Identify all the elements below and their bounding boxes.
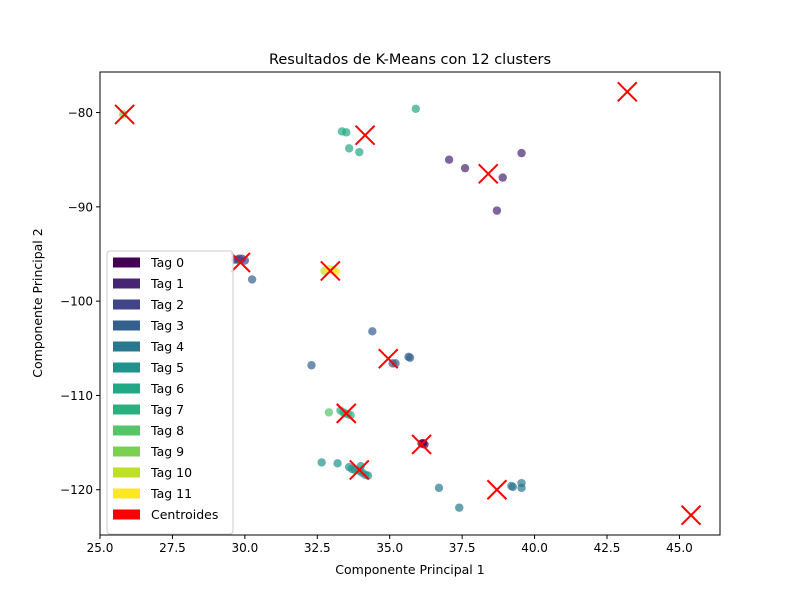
data-point-tag-5-0 [317, 458, 326, 467]
legend-label-1: Tag 1 [150, 276, 184, 291]
data-point-tag-6-4 [355, 147, 364, 157]
data-point-tag-4-0 [434, 483, 444, 493]
x-tick-label-6: 40.0 [521, 541, 548, 555]
x-tick-label-5: 37.5 [449, 541, 476, 555]
legend-swatch-5 [113, 362, 140, 373]
x-axis-label: Componente Principal 1 [335, 562, 484, 577]
data-point-tag-6-3 [344, 144, 354, 153]
data-point-tag-3-6 [405, 353, 415, 362]
legend-swatch-1 [113, 278, 140, 289]
data-point-tag-3-0 [247, 275, 257, 284]
centroid-marker-6 [378, 348, 399, 369]
x-tick-label-8: 45.0 [666, 541, 693, 555]
data-point-tag-6-0 [411, 104, 420, 113]
data-point-tag-4-3 [508, 482, 518, 492]
legend-label-3: Tag 3 [150, 318, 184, 333]
data-point-tag-6-2 [342, 128, 351, 137]
data-point-tag-3-4 [391, 359, 400, 368]
y-tick-label-2: −100 [60, 295, 93, 309]
centroid-marker-9 [349, 459, 370, 481]
legend-label-7: Tag 7 [150, 402, 184, 417]
data-point-tag-1-2 [498, 173, 507, 182]
x-tick-label-1: 27.5 [159, 541, 186, 555]
centroid-marker-3 [478, 163, 499, 185]
x-tick-label-3: 32.5 [304, 541, 331, 555]
legend-label-2: Tag 2 [150, 297, 184, 312]
legend-label-9: Tag 9 [150, 444, 184, 459]
legend-label-6: Tag 6 [150, 381, 184, 396]
centroid-marker-11 [680, 504, 702, 526]
legend-swatch-2 [113, 299, 140, 310]
centroid-marker-8 [411, 434, 432, 455]
x-tick-label-2: 30.0 [232, 541, 259, 555]
data-point-tag-5-1 [333, 459, 342, 468]
legend: Tag 0 Tag 1 Tag 2 Tag 3 Tag 4 Tag 5 Tag 6 Tag 7… [106, 250, 234, 535]
legend-swatch-6 [113, 383, 140, 394]
y-axis: −80 −90 −100 −110 −120 [60, 106, 100, 497]
centroid-marker-1 [617, 81, 638, 103]
data-point-tag-8-0 [324, 408, 334, 417]
x-tick-label-7: 42.5 [594, 541, 621, 555]
centroid-markers [114, 81, 702, 526]
y-tick-label-4: −120 [60, 483, 93, 497]
legend-swatch-12 [113, 509, 140, 520]
data-point-tag-7-3 [346, 411, 355, 420]
data-point-tag-1-3 [517, 148, 526, 158]
y-tick-label-0: −80 [68, 106, 93, 120]
y-tick-label-1: −90 [68, 200, 93, 214]
legend-label-8: Tag 8 [150, 423, 184, 438]
data-point-tag-4-1 [455, 503, 464, 512]
data-point-tag-3-1 [307, 361, 316, 370]
legend-label-4: Tag 4 [150, 339, 184, 354]
legend-label-10: Tag 10 [150, 465, 192, 480]
legend-swatch-4 [113, 341, 140, 352]
legend-label-11: Tag 11 [150, 486, 192, 501]
data-point-tag-5-8 [344, 462, 354, 472]
legend-swatch-7 [113, 404, 140, 415]
legend-label-0: Tag 0 [150, 255, 184, 270]
data-point-tag-4-5 [517, 478, 526, 488]
legend-label-12: Centroides [151, 507, 218, 522]
centroid-marker-7 [336, 403, 357, 424]
centroid-marker-4 [230, 252, 251, 273]
data-point-tag-2-3 [240, 256, 250, 265]
data-point-tag-1-4 [492, 206, 502, 215]
legend-swatch-9 [113, 446, 140, 457]
y-axis-label: Componente Principal 2 [30, 228, 45, 377]
legend-swatch-8 [113, 425, 140, 436]
x-tick-label-0: 25.0 [87, 541, 114, 555]
centroid-marker-10 [486, 479, 508, 500]
x-tick-label-4: 35.0 [376, 541, 403, 555]
legend-swatch-0 [113, 257, 140, 268]
legend-label-5: Tag 5 [150, 360, 184, 375]
legend-swatch-10 [113, 467, 140, 478]
legend-swatch-11 [113, 488, 140, 499]
chart-title: Resultados de K-Means con 12 clusters [269, 52, 551, 68]
centroid-marker-0 [114, 104, 135, 125]
y-tick-label-3: −110 [60, 389, 93, 403]
data-point-tag-3-2 [368, 327, 377, 336]
data-point-tag-9-0 [118, 110, 128, 119]
legend-swatch-3 [113, 320, 140, 331]
centroid-marker-5 [320, 260, 341, 282]
data-points [118, 104, 526, 512]
centroid-marker-2 [354, 124, 376, 146]
x-axis: 25.0 27.5 30.0 32.5 35.0 37.5 40.0 42.5 45.0 [87, 535, 693, 555]
data-point-tag-1-0 [444, 155, 454, 164]
data-point-tag-1-1 [460, 163, 470, 173]
plot-area-frame [99, 71, 721, 536]
